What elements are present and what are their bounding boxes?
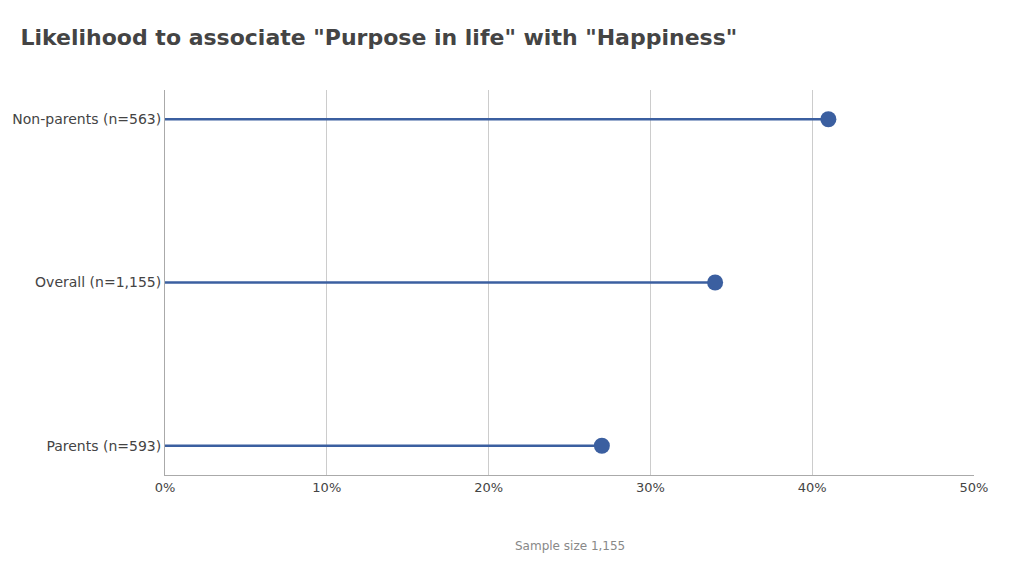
- svg-text:Likelihood to associate "Purpo: Likelihood to associate "Purpose in life…: [20, 25, 737, 50]
- svg-text:40%: 40%: [798, 480, 827, 495]
- svg-text:Overall (n=1,155): Overall (n=1,155): [35, 274, 161, 290]
- svg-text:30%: 30%: [636, 480, 665, 495]
- svg-text:50%: 50%: [960, 480, 989, 495]
- svg-text:10%: 10%: [312, 480, 341, 495]
- svg-text:Sample size 1,155: Sample size 1,155: [515, 539, 625, 553]
- svg-text:0%: 0%: [155, 480, 176, 495]
- svg-text:20%: 20%: [474, 480, 503, 495]
- svg-text:Parents (n=593): Parents (n=593): [46, 438, 161, 454]
- svg-text:Non-parents (n=563): Non-parents (n=563): [12, 111, 161, 127]
